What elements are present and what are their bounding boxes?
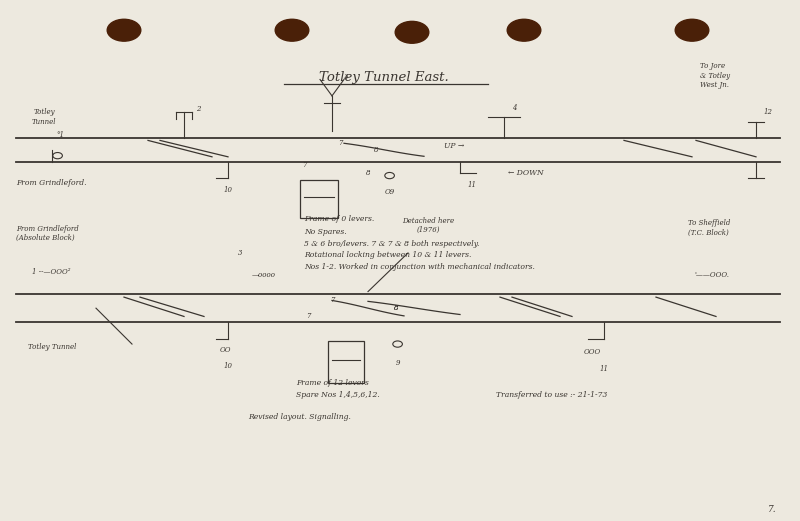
Text: Totley
Tunnel: Totley Tunnel bbox=[32, 108, 56, 126]
Text: ← DOWN: ← DOWN bbox=[508, 169, 544, 177]
Text: To Jore
& Totley
West Jn.: To Jore & Totley West Jn. bbox=[700, 63, 730, 89]
Text: 7: 7 bbox=[330, 296, 334, 304]
Text: From Grindleford.: From Grindleford. bbox=[16, 179, 86, 187]
Text: 10: 10 bbox=[224, 362, 233, 370]
Text: 4: 4 bbox=[512, 104, 517, 111]
Text: Frame of 12 levers: Frame of 12 levers bbox=[296, 379, 369, 387]
Text: UP →: UP → bbox=[444, 142, 464, 150]
Text: From Grindleford
(Absolute Block): From Grindleford (Absolute Block) bbox=[16, 225, 78, 242]
Text: OOO: OOO bbox=[584, 349, 602, 356]
Text: 11: 11 bbox=[468, 181, 477, 189]
Text: Spare Nos 1,4,5,6,12.: Spare Nos 1,4,5,6,12. bbox=[296, 391, 380, 399]
Text: 12: 12 bbox=[764, 108, 773, 116]
Text: 7.: 7. bbox=[768, 505, 776, 514]
Circle shape bbox=[275, 19, 309, 41]
Text: 10: 10 bbox=[223, 185, 233, 194]
Text: To Sheffield
(T.C. Block): To Sheffield (T.C. Block) bbox=[688, 219, 730, 237]
Text: 1 --—OOO²: 1 --—OOO² bbox=[32, 268, 70, 276]
Text: Transferred to use :- 21-1-73: Transferred to use :- 21-1-73 bbox=[496, 391, 607, 399]
Text: O9: O9 bbox=[385, 188, 394, 196]
Text: Revised layout. Signalling.: Revised layout. Signalling. bbox=[248, 413, 351, 421]
Text: 2: 2 bbox=[196, 105, 201, 113]
Text: 9: 9 bbox=[395, 359, 400, 367]
Text: 7: 7 bbox=[306, 313, 310, 320]
Text: Rotational locking between 10 & 11 levers.: Rotational locking between 10 & 11 lever… bbox=[304, 251, 471, 259]
Text: Nos 1-2. Worked in conjunction with mechanical indicators.: Nos 1-2. Worked in conjunction with mech… bbox=[304, 263, 535, 271]
Text: —oooo: —oooo bbox=[252, 271, 276, 279]
Bar bbox=[300, 180, 338, 218]
Circle shape bbox=[507, 19, 541, 41]
Text: Detached here
(1976): Detached here (1976) bbox=[402, 217, 454, 234]
Text: 8: 8 bbox=[374, 146, 378, 154]
Text: Totley Tunnel East.: Totley Tunnel East. bbox=[319, 71, 449, 83]
Text: 8: 8 bbox=[394, 304, 398, 312]
Text: 11: 11 bbox=[600, 365, 609, 373]
Text: '——OOO.: '——OOO. bbox=[694, 271, 730, 279]
Text: No Spares.: No Spares. bbox=[304, 228, 346, 236]
Bar bbox=[328, 341, 364, 383]
Text: Totley Tunnel: Totley Tunnel bbox=[28, 343, 76, 351]
Text: 3: 3 bbox=[344, 73, 349, 81]
Text: 8: 8 bbox=[366, 169, 370, 177]
Text: 7: 7 bbox=[302, 161, 306, 169]
Text: 5 & 6 bro/levers. 7 & 7 & 8 both respectively.: 5 & 6 bro/levers. 7 & 7 & 8 both respect… bbox=[304, 240, 479, 248]
Text: 3: 3 bbox=[238, 249, 242, 257]
Text: °1: °1 bbox=[56, 131, 64, 139]
Text: Frame of 0 levers.: Frame of 0 levers. bbox=[304, 215, 374, 223]
Text: 7: 7 bbox=[338, 139, 342, 147]
Circle shape bbox=[395, 21, 429, 43]
Text: 8: 8 bbox=[394, 304, 398, 312]
Circle shape bbox=[107, 19, 141, 41]
Text: OO: OO bbox=[220, 345, 231, 354]
Circle shape bbox=[675, 19, 709, 41]
